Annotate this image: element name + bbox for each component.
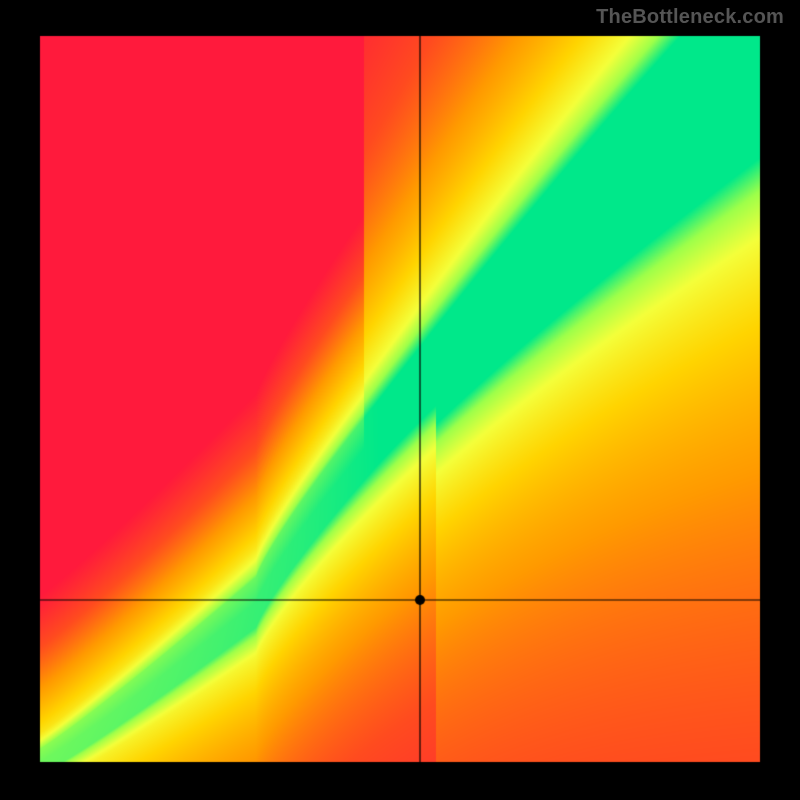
bottleneck-heatmap-canvas (0, 0, 800, 800)
watermark-label: TheBottleneck.com (596, 6, 784, 29)
chart-container: TheBottleneck.com (0, 0, 800, 800)
